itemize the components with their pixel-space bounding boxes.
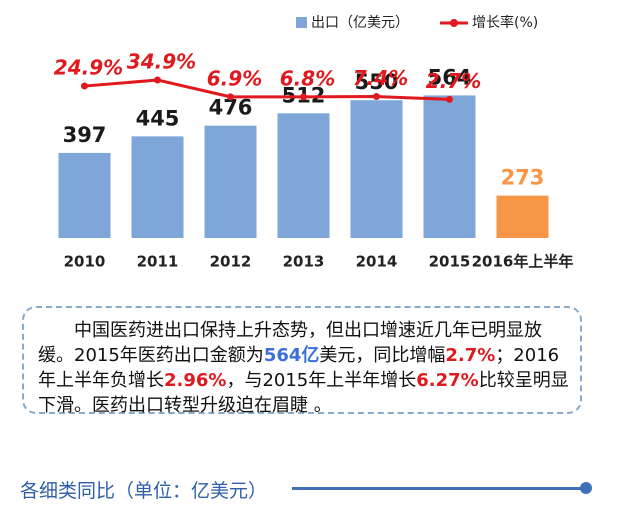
growth-point [154,76,161,84]
growth-point [300,93,307,101]
x-tick-label: 2012 [210,253,252,271]
growth-point [81,82,88,90]
bar-value-label: 550 [355,70,399,94]
growth-label: 6.9% [207,66,262,90]
bar [423,95,476,239]
growth-line [84,78,450,101]
growth-label: 2.7% [426,69,481,93]
growth-point [373,93,380,101]
bar [58,152,111,238]
note-text: 6.27% [416,370,479,391]
growth-label: 34.9% [127,50,196,74]
footer-dot [580,482,592,494]
x-tick-label: 2010 [64,253,106,271]
x-tick-label: 2014 [356,253,398,271]
note-text: ；2016年上半年负增长 [38,345,560,391]
bar [204,125,257,238]
note-text: 2.96% [164,370,227,391]
legend-label: 增长率(%) [472,14,538,31]
bar [131,136,184,238]
bar [496,195,549,238]
growth-point [446,95,453,103]
bar-value-label: 564 [428,65,472,89]
note-text: 美元，同比增幅 [319,345,446,366]
note-text: 2.7% [445,345,496,366]
note-text: ，与2015年上半年增长 [226,370,417,391]
legend-dot [450,19,458,27]
growth-label: 24.9% [54,56,123,80]
bar-value-label: 273 [501,166,545,190]
legend-swatch [296,17,307,28]
note-box: 中国医药进出口保持上升态势，但出口增速近几年已明显放缓。2015年医药出口金额为… [22,306,582,416]
x-tick-label: 2015 [429,253,471,271]
note-text: 中国医药进出口保持上升态势，但出口增速近几年已明显放缓。2015年医药出口金额为 [38,320,542,366]
x-tick-label: 2016年上半年 [472,253,574,271]
x-tick-label: 2011 [137,253,179,271]
growth-label: 7.4% [353,66,408,90]
growth-label: 6.8% [280,66,335,90]
note-text: 比较呈明显下滑。医药出口转型升级迫在眉睫 。 [38,370,569,416]
legend-label: 出口（亿美元） [311,15,409,31]
footer-line [292,487,584,490]
chart: 出口（亿美元）增长率(%)397201044520114762012512201… [54,14,574,271]
footer-title: 各细类同比（单位：亿美元） [20,480,268,502]
bar [350,100,403,238]
x-tick-label: 2013 [283,253,325,271]
bar [277,113,330,238]
growth-point [227,93,234,101]
bar-value-label: 397 [63,123,107,147]
note-text: 564亿 [263,345,320,366]
bar-value-label: 445 [136,106,180,130]
